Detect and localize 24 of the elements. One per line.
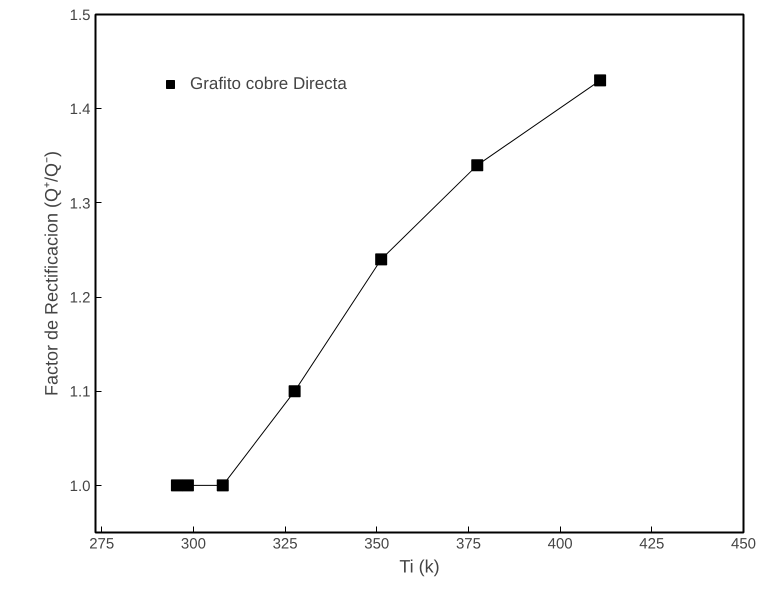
y-tick-label: 1.0 <box>70 478 91 495</box>
point <box>288 385 301 398</box>
y-tick-label: 1.5 <box>70 7 91 24</box>
x-tick-label: 400 <box>548 536 573 552</box>
x-tick-label: 325 <box>272 536 298 552</box>
point <box>216 479 229 492</box>
y-tick-label: 1.3 <box>70 195 91 212</box>
x-tick-label: 450 <box>730 536 756 552</box>
legend-label: Grafito cobre Directa <box>190 74 347 94</box>
point <box>375 253 388 266</box>
y-tick-label: 1.4 <box>70 101 91 118</box>
x-tick-label: 275 <box>89 536 114 552</box>
x-tick-label: 425 <box>639 536 664 552</box>
point <box>471 159 484 172</box>
x-tick-label: 300 <box>180 536 206 552</box>
x-tick-label: 350 <box>364 536 390 552</box>
y-tick-label: 1.2 <box>70 290 91 307</box>
x-tick-label: 375 <box>456 536 481 552</box>
point <box>170 479 183 492</box>
y-tick-label: 1.1 <box>70 384 91 401</box>
x-axis-title: Ti (k) <box>399 556 440 576</box>
point <box>594 74 606 86</box>
point <box>182 479 194 492</box>
y-axis-title: Factor de Rectificacion (Q⁺/Q⁻) <box>42 150 62 396</box>
